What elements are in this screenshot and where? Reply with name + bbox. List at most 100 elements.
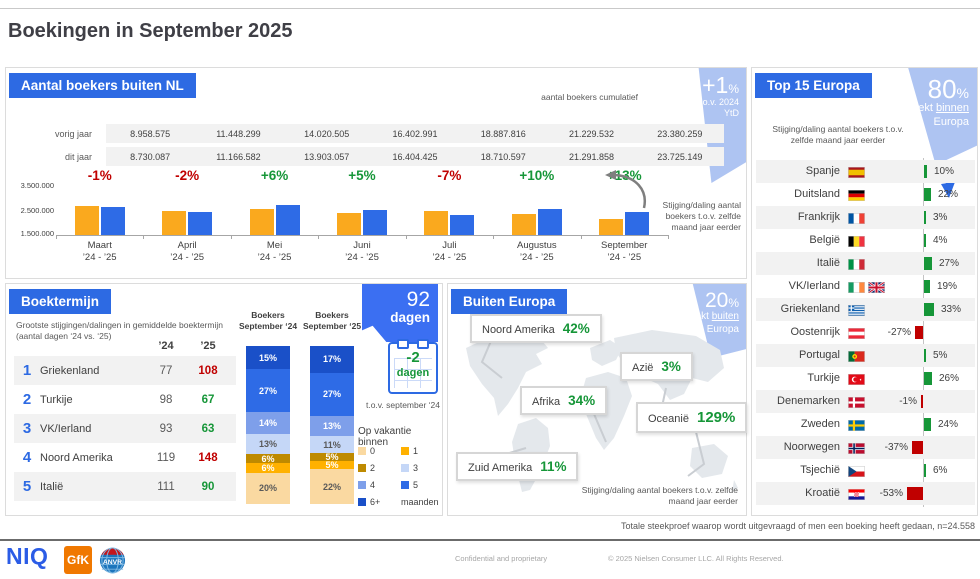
bar-25 xyxy=(275,205,300,235)
country-name: Oostenrijk xyxy=(790,326,840,338)
bar-24 xyxy=(599,219,624,235)
region-label-box: Oceanië 129% xyxy=(636,402,748,433)
country-flags xyxy=(848,211,865,229)
boektermijn-subtitle: Grootste stijgingen/dalingen in gemiddel… xyxy=(16,320,223,341)
month-name: September xyxy=(601,240,648,251)
month-label: Juli ’24 - ’25 xyxy=(406,240,493,265)
region-name: Afrika xyxy=(532,396,561,408)
top15-badge-text2: Europa xyxy=(933,115,969,128)
de-flag-icon xyxy=(848,188,865,206)
bar-group xyxy=(318,186,405,235)
destination-name: Turkije xyxy=(40,393,73,406)
month-label: Juni ’24 - ’25 xyxy=(318,240,405,265)
boektermijn-badge-value: 92 xyxy=(406,288,430,311)
legend-swatch xyxy=(358,446,366,455)
stack-segment: 14% xyxy=(246,411,290,434)
country-name: Zweden xyxy=(800,418,840,430)
change-bar xyxy=(924,372,932,385)
cumulative-value: 18.710.597 xyxy=(480,151,526,162)
panel-top15-europa: Top 15 Europa 80% boekt binnen Europa St… xyxy=(751,67,978,516)
month-name: Augustus xyxy=(517,240,557,251)
ytd-badge-value: +1 xyxy=(702,72,729,98)
country-name: Kroatië xyxy=(805,487,840,499)
country-name: Italië xyxy=(816,257,840,269)
bar-24 xyxy=(511,214,536,235)
rank-number: 3 xyxy=(22,420,32,437)
panel-title-aantal-boekers: Aantal boekers buiten NL xyxy=(9,73,196,98)
change-value: 26% xyxy=(939,373,960,384)
change-bar xyxy=(924,464,926,477)
top15-row: Oostenrijk -27% xyxy=(756,321,975,344)
buiten-badge-underlined: buiten xyxy=(711,311,739,322)
destination-name: Griekenland xyxy=(40,364,100,377)
rank-number: 5 xyxy=(22,478,32,495)
top15-badge-unit: % xyxy=(956,85,969,101)
x-axis-tick xyxy=(668,235,669,239)
at-flag-icon xyxy=(848,326,865,344)
month-label: Maart ’24 - ’25 xyxy=(56,240,143,265)
destination-name: VK/Ierland xyxy=(40,422,92,435)
stack-segment: 11% xyxy=(310,436,354,454)
change-value: 22% xyxy=(938,189,959,200)
change-bar xyxy=(924,234,926,247)
month-years: ’24 - ’25 xyxy=(519,252,554,264)
region-name: Noord Amerika xyxy=(482,324,555,336)
region-change-value: 129% xyxy=(696,409,736,426)
change-label: -1% xyxy=(87,168,112,183)
buiten-badge-text2: Europa xyxy=(706,323,739,335)
change-bar xyxy=(907,487,923,500)
stack-segment: 5% xyxy=(310,460,354,470)
month-years: ’24 - ’25 xyxy=(170,252,205,264)
cumulative-row-values: 8.958.575 11.448.299 14.020.505 16.402.991 1… xyxy=(106,124,724,143)
x-axis-tick xyxy=(405,235,407,239)
stack-segment: 6% xyxy=(246,463,290,473)
no-flag-icon xyxy=(848,441,865,459)
country-flags xyxy=(848,188,865,206)
bar-24 xyxy=(336,213,361,235)
cumulative-value: 23.725.149 xyxy=(657,151,703,162)
days-24: 93 xyxy=(159,422,173,435)
cumulative-value: 21.291.858 xyxy=(569,151,615,162)
stack-segment: 22% xyxy=(310,469,354,504)
days-25: 90 xyxy=(201,480,215,493)
region-label-box: Afrika 34% xyxy=(520,386,608,415)
cumulative-value: 14.020.505 xyxy=(304,128,350,139)
pt-flag-icon xyxy=(848,349,865,367)
days-24: 98 xyxy=(159,393,173,406)
top15-badge: 80% boekt binnen Europa xyxy=(908,68,977,165)
legend-label: 2 xyxy=(370,462,376,473)
region-label-box: Azië 3% xyxy=(620,352,693,381)
panel-title-boektermijn: Boektermijn xyxy=(9,289,112,314)
change-value: 19% xyxy=(937,281,958,292)
top15-subtitle: Stijging/daling aantal boekers t.o.v. ze… xyxy=(772,124,904,146)
change-value: -1% xyxy=(899,396,917,407)
month-years: ’24 - ’25 xyxy=(257,252,292,264)
change-label: -7% xyxy=(437,168,462,183)
top15-row: Portugal 5% xyxy=(756,344,975,367)
col-header-24: ’24 xyxy=(158,340,174,352)
change-value: 33% xyxy=(941,304,962,315)
delta-value: -2 xyxy=(406,349,420,366)
top15-row: Denemarken -1% xyxy=(756,390,975,413)
cumulative-value: 23.380.259 xyxy=(657,128,703,139)
top15-row: Turkije 26% xyxy=(756,367,975,390)
legend-label: 5 xyxy=(413,479,419,490)
change-bar xyxy=(924,257,932,270)
stacked-bar-legend: 0 1 2 3 4 5 6+ maanden xyxy=(358,442,444,510)
top15-row: Zweden 24% xyxy=(756,413,975,436)
boektermijn-row: 2 Turkije 98 67 xyxy=(14,385,236,414)
x-axis-tick xyxy=(493,235,495,239)
region-change-value: 42% xyxy=(562,321,590,336)
top15-axis-line xyxy=(923,158,924,507)
month-label: April ’24 - ’25 xyxy=(143,240,230,265)
destination-name: Italië xyxy=(40,480,64,493)
country-flags xyxy=(848,349,865,367)
top15-row: Tsjechië 6% xyxy=(756,459,975,482)
country-flags xyxy=(848,280,886,298)
panel-title-buiten-europa: Buiten Europa xyxy=(451,289,568,314)
legend-label: 0 xyxy=(370,445,376,456)
top15-badge-underlined: binnen xyxy=(935,102,969,114)
country-name: Turkije xyxy=(807,372,840,384)
y-axis-tick-label: 1.500.000 xyxy=(20,229,54,238)
change-bar xyxy=(924,349,926,362)
